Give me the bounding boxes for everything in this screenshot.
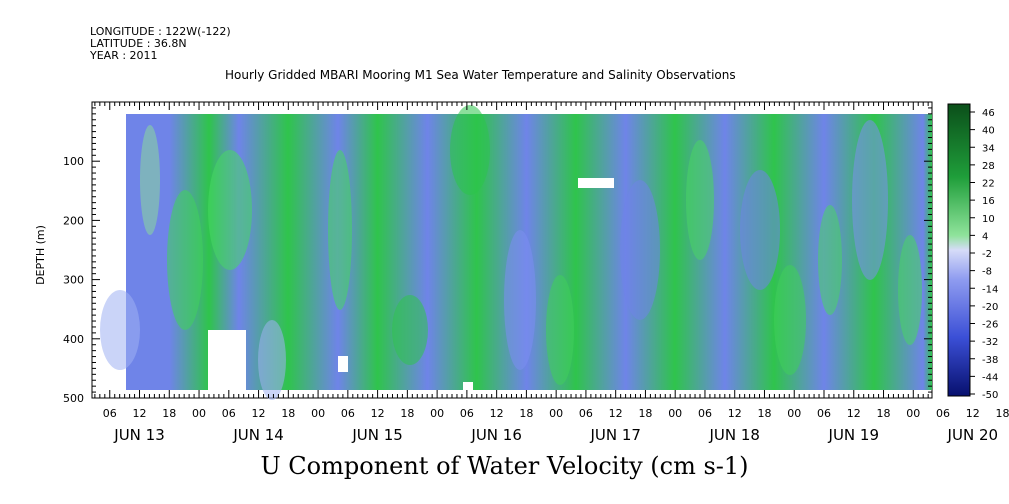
y-tick-label: 100	[63, 155, 84, 168]
x-tick-label: 18	[162, 407, 176, 420]
field-patch	[686, 140, 714, 260]
colorbar-label: -2	[982, 249, 992, 260]
x-tick-label: 12	[847, 407, 861, 420]
x-tick-label: 00	[787, 407, 801, 420]
x-tick-label: 12	[728, 407, 742, 420]
colorbar-label: 10	[982, 214, 995, 225]
colorbar-label: -8	[982, 267, 992, 278]
field-patch	[852, 120, 888, 280]
y-axis: 100 200 300 400 500	[63, 101, 932, 405]
colorbar-label: 34	[982, 143, 995, 154]
x-day-label: JUN 20	[947, 426, 998, 444]
data-gap	[338, 356, 348, 372]
variable-label: U Component of Water Velocity (cm s-1)	[260, 452, 749, 480]
colorbar-label: 16	[982, 196, 995, 207]
chart-title: Hourly Gridded MBARI Mooring M1 Sea Wate…	[225, 68, 736, 82]
field-patches	[100, 105, 922, 400]
x-day-label: JUN 18	[708, 426, 759, 444]
colorbar-label: -32	[982, 337, 998, 348]
field-patch	[740, 170, 780, 290]
x-tick-label: 18	[519, 407, 533, 420]
x-tick-label: 00	[549, 407, 563, 420]
colorbar-label: -50	[982, 390, 998, 401]
x-tick-label: 18	[996, 407, 1009, 420]
field-patch	[774, 265, 806, 375]
latitude-label: LATITUDE : 36.8N	[90, 37, 187, 50]
x-tick-label: 18	[638, 407, 652, 420]
field-patch	[546, 275, 574, 385]
colorbar-label: 22	[982, 179, 995, 190]
x-tick-label: 00	[430, 407, 444, 420]
x-tick-label: 00	[192, 407, 206, 420]
field-patch	[620, 180, 660, 320]
x-day-label: JUN 17	[589, 426, 640, 444]
field-patch	[504, 230, 536, 370]
x-tick-label: 12	[133, 407, 147, 420]
data-gap	[208, 330, 246, 390]
colorbar-label: 4	[982, 231, 988, 242]
x-tick-label: 00	[906, 407, 920, 420]
x-tick-label: 06	[936, 407, 950, 420]
field-patch	[392, 295, 428, 365]
x-day-label: JUN 14	[232, 426, 283, 444]
field-patch	[100, 290, 140, 370]
x-tick-label: 06	[698, 407, 712, 420]
colorbar	[947, 103, 971, 397]
colorbar-label: 28	[982, 161, 995, 172]
colorbar-label: -20	[982, 302, 998, 313]
data-gaps	[208, 178, 614, 390]
x-tick-label: 12	[966, 407, 980, 420]
data-gap	[578, 178, 614, 188]
colorbar-labels: 46 40 34 28 22 16 10 4 -2 -8 -14 -20 -26 -32 -38 -44 -50	[970, 108, 998, 401]
x-day-label: JUN 15	[351, 426, 402, 444]
x-tick-label: 06	[222, 407, 236, 420]
y-tick-label: 500	[63, 392, 84, 405]
y-tick-label: 300	[63, 274, 84, 287]
x-day-label: JUN 19	[828, 426, 879, 444]
field-patch	[208, 150, 252, 270]
x-tick-label: 12	[371, 407, 385, 420]
field-patch	[258, 320, 286, 400]
x-day-label: JUN 13	[113, 426, 164, 444]
x-tick-label: 00	[668, 407, 682, 420]
x-tick-label: 00	[311, 407, 325, 420]
longitude-label: LONGITUDE : 122W(-122)	[90, 25, 231, 38]
field-patch	[450, 105, 490, 195]
x-tick-label: 18	[757, 407, 771, 420]
x-tick-label: 06	[341, 407, 355, 420]
field-patch	[818, 205, 842, 315]
data-gap	[463, 382, 473, 390]
x-tick-label: 06	[103, 407, 117, 420]
x-tick-label: 06	[817, 407, 831, 420]
x-tick-label: 18	[281, 407, 295, 420]
colorbar-label: -26	[982, 320, 998, 331]
x-tick-label: 12	[252, 407, 266, 420]
colorbar-label: 46	[982, 108, 995, 119]
y-axis-label: DEPTH (m)	[34, 225, 47, 285]
x-tick-label: 12	[490, 407, 504, 420]
colorbar-label: -44	[982, 372, 998, 383]
y-tick-label: 400	[63, 333, 84, 346]
field-patch	[898, 235, 922, 345]
colorbar-label: -38	[982, 355, 998, 366]
colorbar-label: -14	[982, 284, 998, 295]
field-patch	[328, 150, 352, 310]
x-day-label: JUN 16	[470, 426, 521, 444]
field-patch	[167, 190, 203, 330]
x-tick-label: 06	[460, 407, 474, 420]
colorbar-label: 40	[982, 126, 995, 137]
x-tick-label: 18	[877, 407, 891, 420]
x-tick-label: 18	[400, 407, 414, 420]
x-axis: 06 12 18 00 06 12 18 00 06 12 18 00 06 12 18 00 06 12 18 00…	[94, 102, 1009, 444]
x-tick-label: 12	[609, 407, 623, 420]
field-patch	[140, 125, 160, 235]
year-label: YEAR : 2011	[90, 49, 158, 62]
x-tick-label: 06	[579, 407, 593, 420]
y-tick-label: 200	[63, 214, 84, 227]
